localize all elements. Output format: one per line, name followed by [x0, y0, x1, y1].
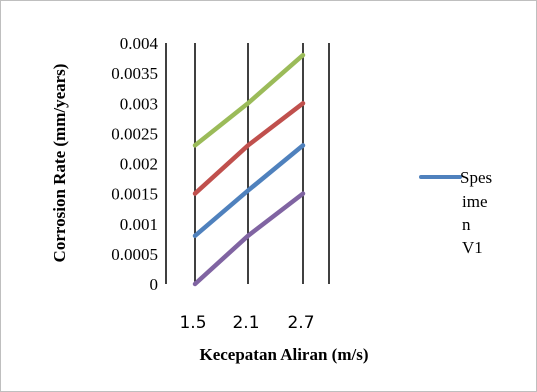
y-tick-label: 0: [150, 275, 159, 294]
y-tick-label: 0.0035: [111, 64, 158, 83]
series-line-1: [192, 143, 306, 239]
y-tick-label: 0.002: [120, 155, 158, 174]
series-line-3: [192, 52, 306, 148]
legend-label-line-2: ime: [462, 192, 488, 211]
legend-label-line-3: n: [462, 215, 471, 234]
y-tick-label: 0.001: [120, 215, 158, 234]
x-tick-label: 2.1: [232, 313, 259, 333]
series-lines: [192, 52, 306, 287]
y-tick-label: 0.003: [120, 94, 158, 113]
series-line-2: [192, 101, 306, 196]
y-tick-label: 0.0005: [111, 245, 158, 264]
x-tick-label: 2.7: [287, 313, 314, 333]
legend: Spes ime n V1: [419, 168, 492, 257]
legend-label-line-1: Spes: [460, 168, 492, 187]
x-axis-title: Kecepatan Aliran (m/s): [199, 345, 368, 364]
legend-label-line-4: V1: [462, 238, 483, 257]
x-tick-labels: 1.5 2.1 2.7: [179, 313, 314, 333]
series-line-4: [192, 191, 306, 287]
y-axis-title: Corrosion Rate (mm/years): [50, 64, 69, 263]
y-tick-label: 0.004: [120, 34, 159, 53]
y-tick-labels: 0.004 0.0035 0.003 0.0025 0.002 0.0015 0.001 0.…: [111, 34, 158, 294]
x-tick-label: 1.5: [179, 313, 206, 333]
y-tick-label: 0.0015: [111, 185, 158, 204]
y-tick-label: 0.0025: [111, 124, 158, 143]
grid-lines: [165, 43, 330, 284]
